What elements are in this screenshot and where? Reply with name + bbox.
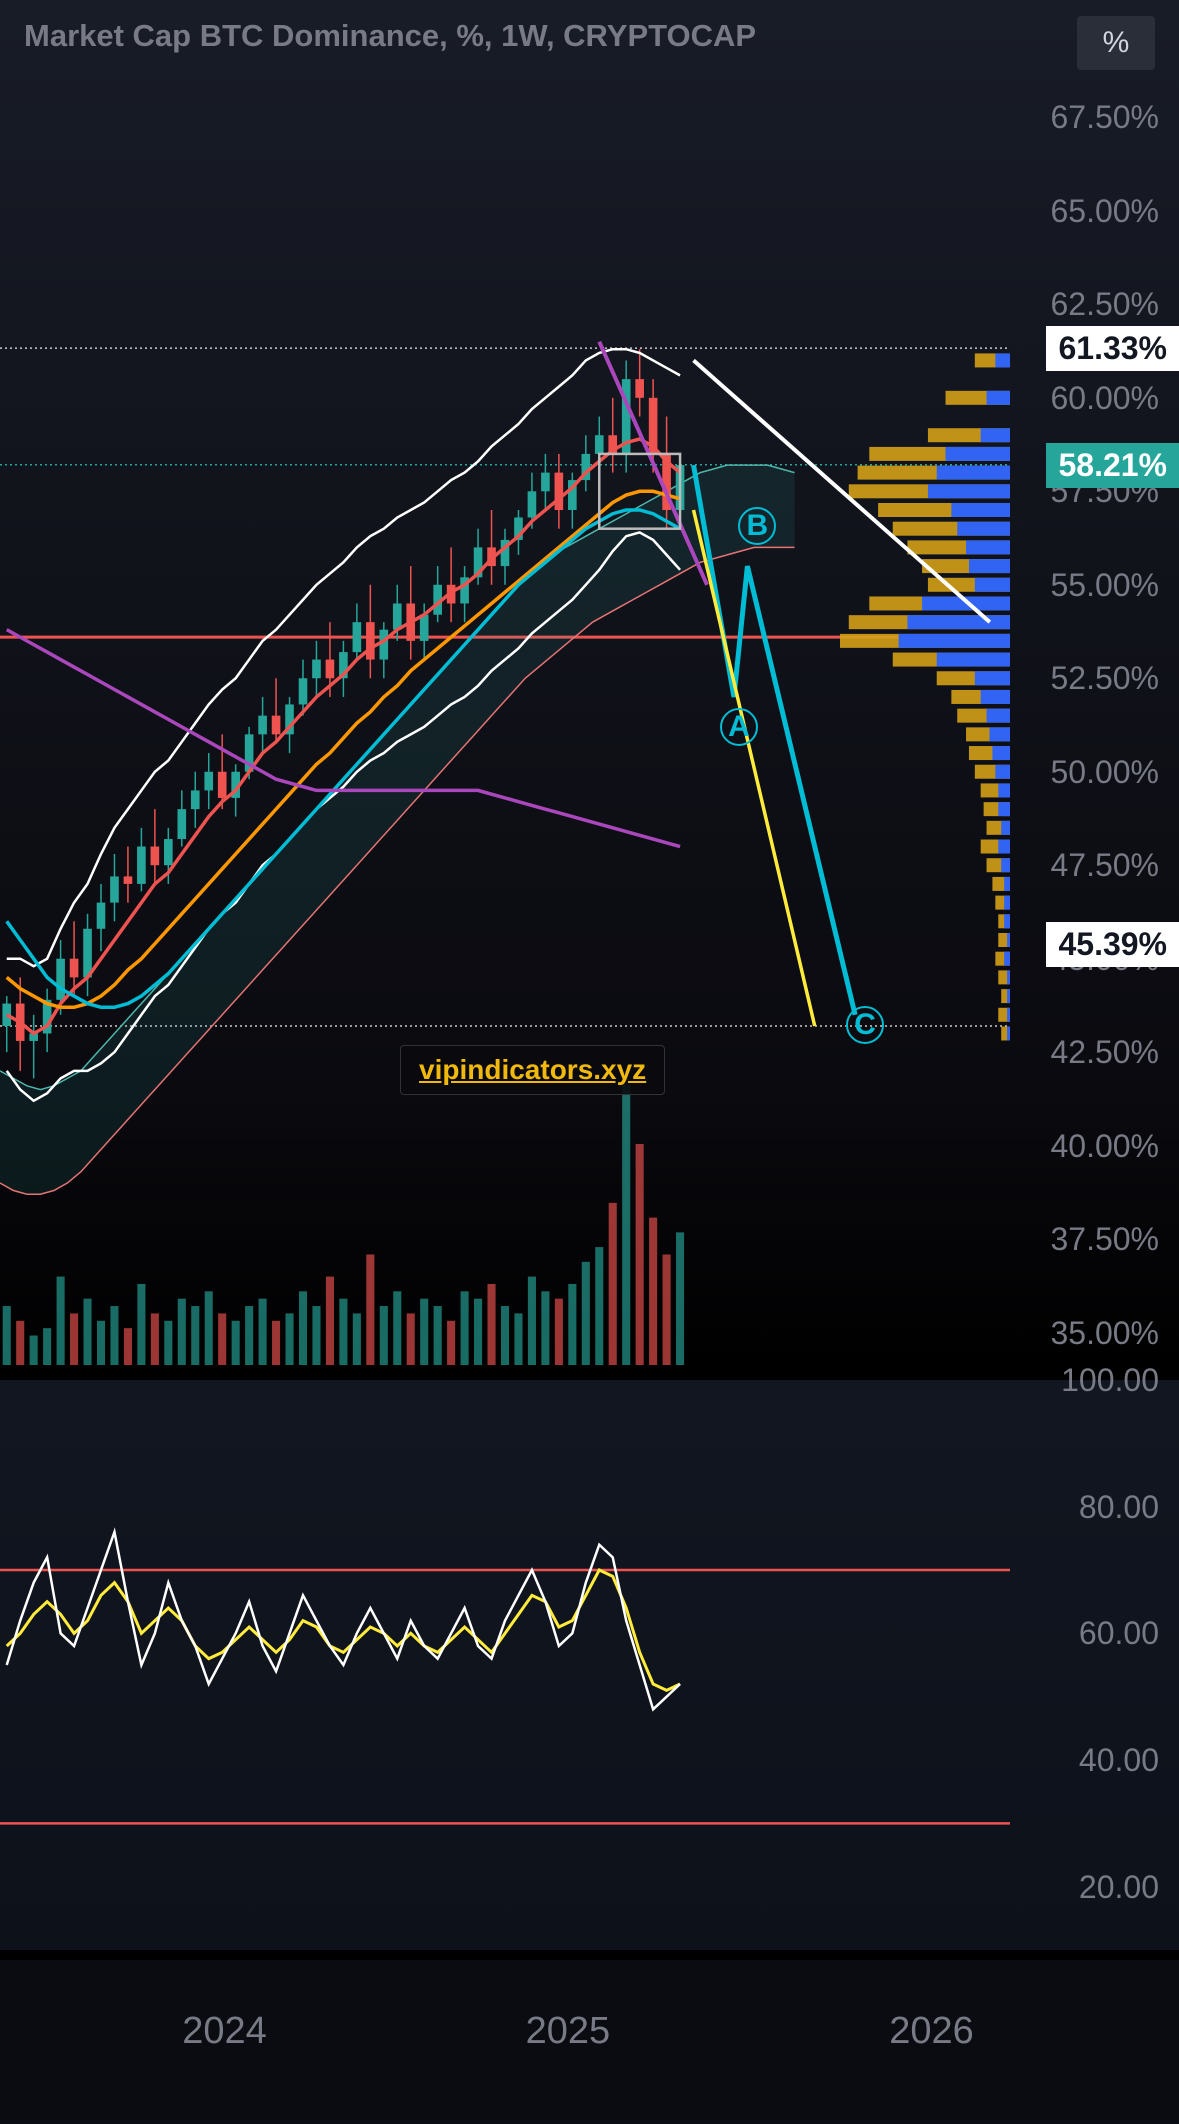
price-tag: 58.21% [1046,443,1179,488]
y-axis-tick: 67.50% [1050,99,1159,136]
y-axis-tick: 65.00% [1050,193,1159,230]
indicator-panel[interactable]: 100.0080.0060.0040.0020.00 [0,1380,1179,1950]
y-axis-tick: 40.00% [1050,1128,1159,1165]
time-axis-tick: 2026 [889,2010,974,2053]
panel-separator [0,1370,1179,1380]
indicator-y-tick: 60.00 [1079,1615,1159,1652]
y-axis-tick: 62.50% [1050,286,1159,323]
time-axis: 2024 2025 2026 [0,1960,1179,2120]
indicator-y-tick: 20.00 [1079,1869,1159,1906]
elliott-wave-label: C [846,1006,884,1044]
y-axis-tick: 60.00% [1050,380,1159,417]
y-axis-tick: 47.50% [1050,847,1159,884]
y-axis-tick: 37.50% [1050,1221,1159,1258]
time-axis-tick: 2025 [526,2010,611,2053]
main-chart-svg[interactable] [0,0,1179,1370]
y-axis-tick: 42.50% [1050,1034,1159,1071]
price-tag: 45.39% [1046,922,1179,967]
main-chart-panel[interactable]: Market Cap BTC Dominance, %, 1W, CRYPTOC… [0,0,1179,1370]
y-axis-tick: 35.00% [1050,1315,1159,1352]
elliott-wave-label: A [720,708,758,746]
indicator-svg[interactable] [0,1380,1179,1950]
chart-container: Market Cap BTC Dominance, %, 1W, CRYPTOC… [0,0,1179,2124]
y-axis-tick: 52.50% [1050,660,1159,697]
y-axis-tick: 50.00% [1050,754,1159,791]
panel-separator-2 [0,1950,1179,1960]
indicator-y-tick: 100.00 [1061,1362,1159,1399]
indicator-y-tick: 80.00 [1079,1489,1159,1526]
price-tag: 61.33% [1046,326,1179,371]
time-axis-tick: 2024 [182,2010,267,2053]
indicator-y-tick: 40.00 [1079,1742,1159,1779]
watermark-link[interactable]: vipindicators.xyz [400,1045,665,1095]
y-axis-tick: 55.00% [1050,567,1159,604]
